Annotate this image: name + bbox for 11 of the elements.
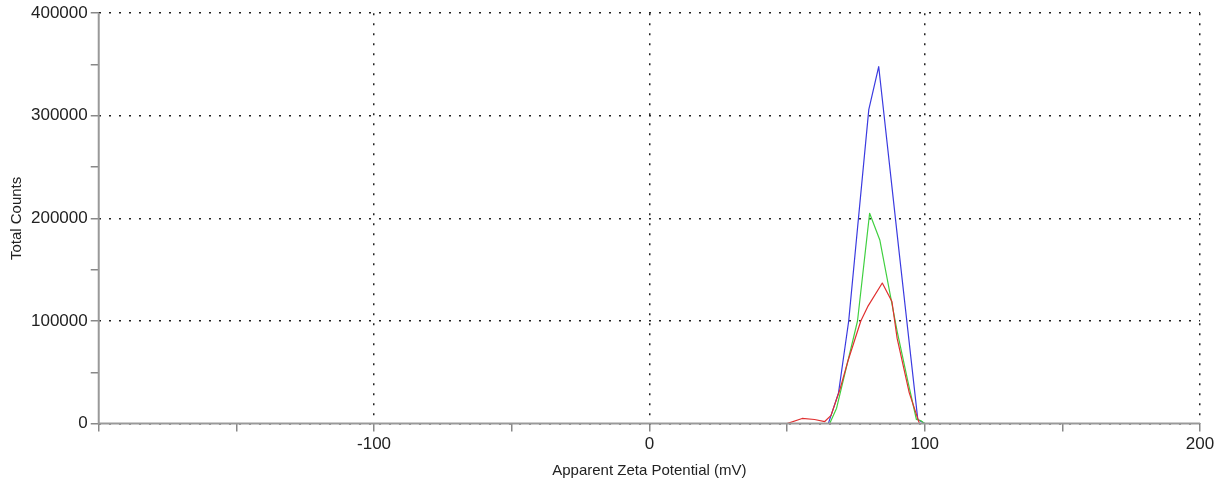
x-tick-label: 100 <box>910 434 939 454</box>
x-axis-title: Apparent Zeta Potential (mV) <box>552 461 747 479</box>
y-tick-label: 300000 <box>30 105 88 125</box>
x-tick-label: 200 <box>1185 434 1215 454</box>
y-tick-label: 200000 <box>30 208 88 228</box>
y-tick-label: 100000 <box>30 310 88 330</box>
y-tick-label: 0 <box>78 413 88 433</box>
x-tick-label: -100 <box>357 434 392 454</box>
y-axis-title: Total Counts <box>7 176 25 261</box>
y-tick-label: 400000 <box>30 2 88 22</box>
x-tick-label: 0 <box>644 434 655 454</box>
